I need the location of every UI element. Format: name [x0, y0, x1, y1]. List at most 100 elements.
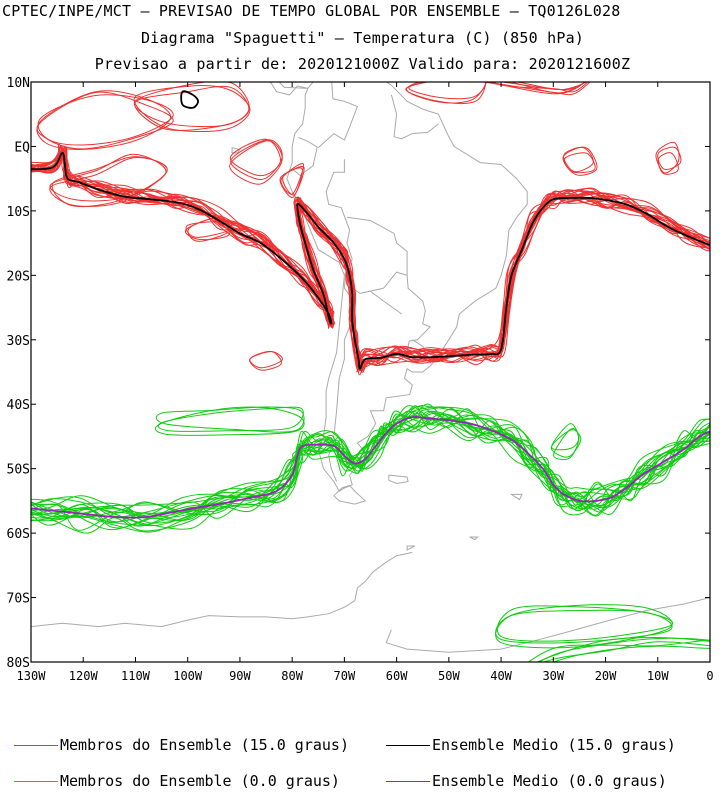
ensemble-member-15	[37, 94, 174, 146]
ensemble-member-15	[31, 154, 710, 373]
country-border	[405, 275, 431, 360]
ensemble-member-15	[230, 139, 283, 181]
central-america-coast	[269, 82, 308, 96]
lon-label: 40W	[490, 669, 512, 683]
ensemble-member-15	[31, 143, 710, 364]
ensemble-member-15	[249, 350, 282, 371]
lon-label: 110W	[121, 669, 151, 683]
lon-label: 50W	[438, 669, 460, 683]
ensemble-member-15	[31, 148, 710, 372]
ensemble-member-15	[31, 155, 710, 367]
ensemble-member-15	[249, 351, 283, 369]
south-america-coast	[286, 82, 528, 492]
ensemble-member-0	[154, 406, 305, 436]
ensemble-member-0	[31, 421, 710, 533]
ensemble-member-0	[31, 406, 710, 518]
ensemble-member-0	[495, 609, 673, 644]
ensemble-member-0	[155, 406, 305, 433]
lon-label: 100W	[173, 669, 203, 683]
ensemble-mean-0	[31, 415, 710, 519]
lon-label: 120W	[69, 669, 99, 683]
lon-label: 10W	[647, 669, 669, 683]
south-georgia	[509, 493, 523, 501]
map-frame	[30, 81, 711, 663]
ensemble-member-0	[536, 636, 710, 662]
ensemble-member-0	[552, 645, 710, 662]
ensemble-member-15	[408, 82, 487, 100]
title-line-1: CPTEC/INPE/MCT – PREVISAO DE TEMPO GLOBA…	[2, 2, 621, 20]
lat-label: 80S	[7, 656, 30, 671]
ensemble-member-15	[31, 147, 710, 368]
ensemble-member-0	[31, 405, 710, 516]
lon-label: 90W	[229, 669, 251, 683]
legend-mean-15: Ensemble Medio (15.0 graus)	[386, 736, 676, 754]
lat-label: EQ	[14, 140, 30, 155]
legend-line-green	[14, 781, 58, 782]
ensemble-member-15	[31, 146, 710, 373]
lon-label: 0	[706, 669, 713, 683]
ensemble-member-15	[31, 149, 710, 363]
tierra-del-fuego	[333, 484, 367, 505]
ensemble-member-15	[655, 141, 680, 174]
ensemble-member-15	[657, 152, 679, 175]
ensemble-member-0	[157, 406, 304, 432]
ensemble-member-15	[31, 155, 710, 372]
galapagos	[231, 147, 241, 154]
lon-label: 60W	[386, 669, 408, 683]
ensemble-member-15	[49, 153, 167, 202]
lat-label: 20S	[7, 269, 30, 284]
ensemble-member-0	[31, 419, 710, 534]
title-line-3: Previsao a partir de: 2020121000Z Valido…	[94, 55, 631, 73]
legend-members-0: Membros do Ensemble (0.0 graus)	[14, 772, 340, 790]
lat-label: 10S	[7, 205, 30, 220]
ensemble-member-0	[31, 411, 710, 532]
ensemble-member-15	[405, 82, 486, 105]
ensemble-mean-15	[31, 152, 710, 370]
ensemble-member-15	[279, 167, 303, 198]
country-border	[291, 136, 318, 177]
ensemble-member-0	[31, 414, 710, 527]
lat-label: 70S	[7, 592, 30, 607]
lon-label: 30W	[542, 669, 564, 683]
shetland-islands	[406, 545, 416, 551]
title-line-2: Diagrama "Spaguetti" – Temperatura (C) (…	[140, 29, 585, 47]
country-border	[325, 159, 353, 276]
ensemble-member-0	[550, 429, 582, 458]
ensemble-member-0	[551, 423, 580, 451]
ensemble-member-0	[553, 428, 580, 461]
ensemble-member-15	[133, 82, 250, 128]
ensemble-member-15	[133, 85, 251, 133]
lat-label: 30S	[7, 334, 30, 349]
legend-members-15: Membros do Ensemble (15.0 graus)	[14, 736, 349, 754]
ensemble-member-15	[31, 145, 710, 366]
ensemble-member-15	[280, 163, 304, 195]
ensemble-member-15	[31, 147, 710, 363]
legend-mean-0: Ensemble Medio (0.0 graus)	[386, 772, 667, 790]
antarctica-coast-west	[31, 551, 413, 628]
lon-label: 130W	[17, 669, 47, 683]
ensemble-member-0	[527, 639, 710, 662]
country-border	[317, 82, 359, 149]
ensemble-member-15	[31, 145, 710, 369]
falklands	[388, 474, 409, 485]
lon-label: 80W	[281, 669, 303, 683]
ensemble-member-15	[657, 146, 682, 170]
lon-label: 20W	[595, 669, 617, 683]
ensemble-member-15	[31, 150, 710, 373]
ensemble-member-15	[563, 152, 596, 174]
country-border	[390, 94, 439, 140]
ensemble-member-15	[31, 147, 710, 367]
ensemble-member-15	[51, 156, 168, 208]
ensemble-member-15	[229, 138, 282, 177]
lat-label: 50S	[7, 463, 30, 478]
ensemble-member-0	[496, 605, 674, 642]
legend-line-black	[386, 745, 430, 746]
ensemble-member-15	[31, 150, 710, 376]
ensemble-member-0	[31, 412, 710, 520]
latitude-labels: 10N EQ 10S 20S 30S 40S 50S 60S 70S 80S	[7, 76, 31, 671]
lat-label: 40S	[7, 398, 30, 413]
longitude-labels: 130W 120W 110W 100W 90W 80W 70W 60W 50W 40W 30W 20W…	[17, 669, 714, 683]
ensemble-member-0	[495, 604, 673, 649]
country-border	[370, 290, 403, 315]
